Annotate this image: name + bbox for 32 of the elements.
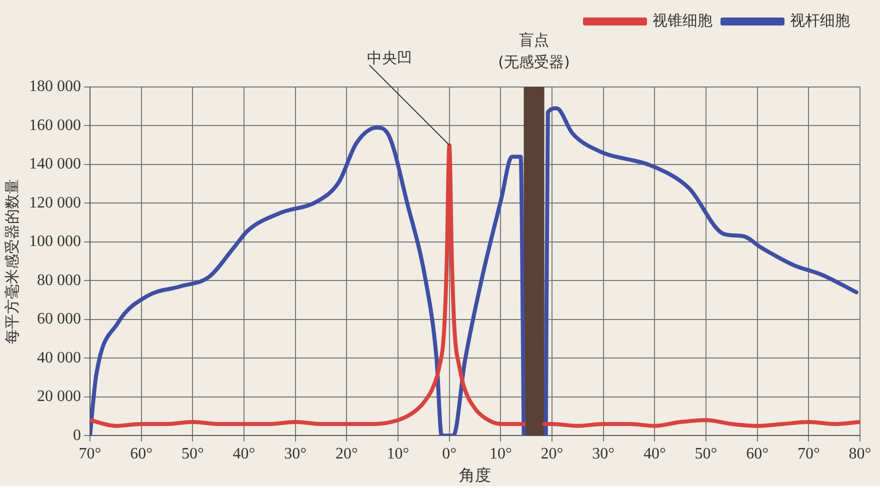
x-tick-label: 70° xyxy=(797,445,820,462)
y-tick-label: 60 000 xyxy=(37,310,81,328)
y-tick-label: 100 000 xyxy=(29,233,81,250)
x-tick-label: 70° xyxy=(78,445,102,462)
y-tick-label: 160 000 xyxy=(29,116,81,134)
x-tick-label: 30° xyxy=(284,445,307,462)
x-tick-label: 80° xyxy=(848,445,872,462)
x-tick-label: 10° xyxy=(489,445,512,462)
y-tick-label: 80 000 xyxy=(37,272,81,289)
x-tick-label: 30° xyxy=(592,445,615,462)
x-tick-label: 50° xyxy=(694,445,718,462)
x-tick-label: 60° xyxy=(130,445,153,462)
x-tick-label: 60° xyxy=(746,445,769,462)
legend-label: 视锥细胞 xyxy=(652,11,712,30)
y-tick-label: 140 000 xyxy=(29,156,81,173)
x-tick-label: 20° xyxy=(335,445,358,462)
y-axis-title: 每平方毫米感受器的数量 xyxy=(2,178,21,344)
y-tick-label: 120 000 xyxy=(29,194,81,212)
y-tick-label: 20 000 xyxy=(37,388,81,406)
x-tick-label: 0° xyxy=(442,445,457,462)
annotation: 中央凹 xyxy=(366,48,412,67)
legend-label: 视杆细胞 xyxy=(790,11,850,30)
x-tick-label: 10° xyxy=(386,445,410,462)
y-tick-label: 0 xyxy=(73,426,81,444)
y-tick-label: 40 000 xyxy=(37,349,81,366)
x-tick-label: 40° xyxy=(232,445,256,462)
band-label: 盲点 (无感受器) xyxy=(498,30,570,71)
x-tick-label: 20° xyxy=(540,445,564,462)
x-axis-title: 角度 xyxy=(459,466,491,485)
x-tick-label: 40° xyxy=(643,445,666,462)
x-tick-label: 50° xyxy=(181,445,204,462)
y-tick-label: 180 000 xyxy=(29,78,81,96)
